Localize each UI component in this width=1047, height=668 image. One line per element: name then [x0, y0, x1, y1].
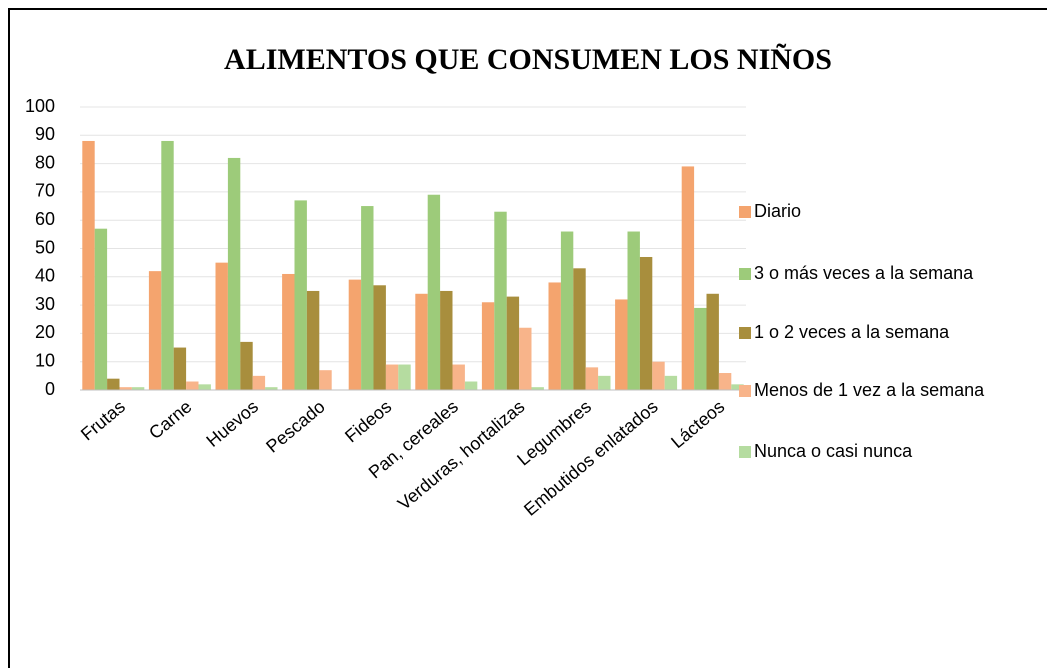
- bar: [398, 364, 411, 390]
- bar: [585, 367, 599, 390]
- legend-swatch: [739, 268, 751, 280]
- bar: [427, 194, 441, 390]
- bar: [186, 381, 199, 390]
- bar: [173, 347, 187, 390]
- bar: [506, 296, 520, 390]
- legend-swatch: [739, 385, 751, 397]
- bar: [107, 378, 120, 390]
- legend-swatch: [739, 446, 751, 458]
- legend-swatch: [739, 206, 751, 218]
- bar: [694, 307, 707, 390]
- bar: [718, 373, 732, 390]
- bar: [119, 387, 132, 390]
- y-tick-label: 60: [35, 209, 55, 229]
- bar: [161, 140, 174, 390]
- bar: [664, 375, 678, 390]
- bar: [415, 293, 428, 390]
- bar: [440, 290, 453, 390]
- legend-label: 1 o 2 veces a la semana: [754, 322, 950, 342]
- legend-label: Menos de 1 vez a la semana: [754, 380, 985, 400]
- bar: [294, 200, 307, 390]
- bar: [598, 375, 611, 390]
- bar: [94, 228, 108, 390]
- bar: [519, 327, 532, 390]
- bar: [282, 273, 295, 390]
- bar: [481, 302, 495, 390]
- bar: [464, 381, 478, 390]
- bar: [615, 299, 628, 390]
- bar: [265, 387, 278, 390]
- bar: [240, 341, 253, 390]
- bar: [573, 268, 586, 390]
- bar: [385, 364, 399, 390]
- bar: [652, 361, 665, 390]
- y-tick-label: 40: [35, 266, 55, 286]
- bar: [639, 256, 653, 390]
- bar: [348, 279, 362, 390]
- bar: [531, 387, 544, 390]
- y-tick-label: 0: [45, 379, 55, 399]
- bar: [627, 231, 640, 390]
- legend-label: 3 o más veces a la semana: [754, 263, 974, 283]
- y-tick-label: 70: [35, 181, 55, 201]
- bar: [452, 364, 465, 390]
- y-tick-label: 50: [35, 237, 55, 257]
- y-tick-label: 10: [35, 350, 55, 370]
- bar: [361, 206, 374, 390]
- legend-label: Nunca o casi nunca: [754, 441, 913, 461]
- legend-swatch: [739, 327, 751, 339]
- bar: [731, 384, 744, 390]
- chart-title: ALIMENTOS QUE CONSUMEN LOS NIÑOS: [224, 43, 832, 76]
- bar: [494, 211, 507, 390]
- bar: [706, 293, 719, 390]
- y-tick-label: 80: [35, 152, 55, 172]
- bar: [215, 262, 228, 390]
- legend-label: Diario: [754, 201, 801, 221]
- bar: [306, 290, 320, 390]
- bar: [548, 282, 561, 390]
- y-tick-label: 100: [25, 96, 55, 116]
- bar: [82, 140, 95, 390]
- bar: [148, 271, 162, 390]
- bar: [560, 231, 574, 390]
- bar: [131, 387, 145, 390]
- bar: [373, 285, 386, 390]
- bar: [681, 166, 695, 390]
- y-tick-label: 20: [35, 322, 55, 342]
- bar: [227, 157, 241, 390]
- bar: [252, 375, 266, 390]
- bar: [198, 384, 211, 390]
- y-tick-label: 90: [35, 124, 55, 144]
- bar: [319, 370, 332, 390]
- y-tick-label: 30: [35, 294, 55, 314]
